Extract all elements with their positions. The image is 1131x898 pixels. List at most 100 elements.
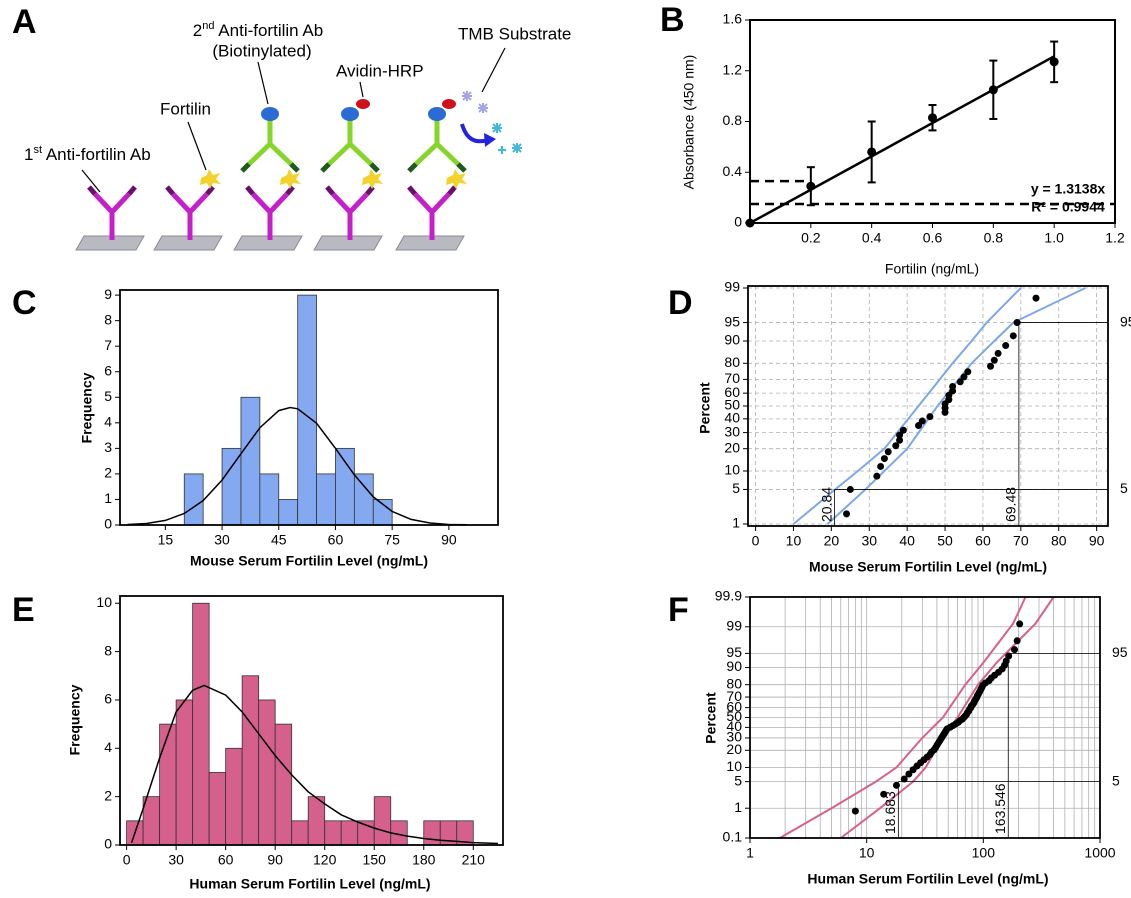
y-tick-label: 5 [732,480,740,496]
avidin-hrp [356,99,370,109]
x-tick-label: 50 [937,533,953,549]
point [994,349,1002,357]
y-tick-label: 30 [724,423,740,439]
y-tick-label: 80 [724,354,740,370]
y-tick-label: 4 [104,414,112,430]
y-tick-label: 6 [104,362,112,378]
point [988,85,998,95]
x-tick-label: 0.8 [984,230,1004,246]
bar [192,602,210,846]
panel-label: F [668,591,689,629]
plot-frame [749,19,1116,224]
x-tick-label: 30 [861,533,877,549]
point [960,373,968,381]
fit-line [749,55,1055,225]
bar [291,820,309,846]
x-tick-label: 15 [158,532,174,548]
y-tick-label: 0 [104,836,112,852]
bar [208,772,227,846]
annotation: R² = 0.9944 [1031,199,1105,215]
y-tick-label: 1.6 [723,11,743,27]
y-tick-label: 0.1 [723,829,743,845]
y-tick-label: 90 [726,658,742,674]
y-tick-label: 5 [104,388,112,404]
point [880,455,888,463]
y-tick-label: 99 [724,279,740,295]
y-tick-label: 90 [724,332,740,348]
y-tick-label: 30 [726,729,742,745]
bar [278,499,299,526]
panel-label: D [668,284,693,322]
y-axis-label: Frequency [79,372,95,443]
y-tick-label: 70 [724,370,740,386]
point [928,113,937,123]
point [964,368,972,376]
y-tick-label: 9 [104,286,112,302]
x-tick-label: 0 [123,852,131,868]
y-tick-label: 10 [96,594,112,610]
point [899,426,907,434]
x-tick-label: 70 [1013,533,1029,549]
bar [324,820,342,846]
point [877,462,885,470]
point [987,362,995,370]
y-tick-label: 60 [726,698,742,714]
panel-label: A [12,3,37,41]
y-tick-label: 40 [726,718,742,734]
x-tick-label: 60 [218,852,234,868]
y-tick-label: 95 [726,644,742,660]
point [892,442,900,450]
label: (Biotinylated) [212,41,311,60]
label: 1st Anti-fortilin Ab [24,144,151,165]
point [1005,652,1013,660]
x-tick-label: 1.2 [1105,230,1125,246]
bar [307,796,326,846]
confidence-band [779,596,1027,839]
y-tick-label: 8 [104,311,112,327]
x-tick-label: 90 [267,852,283,868]
bar [373,796,392,846]
x-tick-label: 45 [271,532,287,548]
y-tick-label: 2 [104,787,112,803]
y-tick-label: 1 [732,515,740,531]
y-tick-label: 50 [724,397,740,413]
bar [183,473,204,526]
panel-label: C [12,284,37,322]
x-tick-label: 30 [168,852,184,868]
x-tick-label: 60 [975,533,991,549]
reference-label: 5 [1120,480,1128,496]
y-tick-label: 0 [734,214,742,230]
panel-label: E [12,591,35,629]
x-axis-label: Mouse Serum Fortilin Level (ng/mL) [190,553,428,569]
point [990,356,998,364]
annotation: y = 1.3138x [1031,181,1106,197]
reference-label: 5 [1112,772,1120,788]
x-tick-label: 120 [313,852,337,868]
point [1009,332,1017,340]
bar [259,473,280,526]
x-tick-label: 180 [412,852,436,868]
arrow-head [484,133,496,147]
y-tick-label: 20 [724,439,740,455]
plot-frame [119,289,499,526]
reference-value: 69.48 [1003,487,1019,522]
x-tick-label: 20 [824,533,840,549]
reference-value: 20.84 [818,487,834,522]
bar [225,747,243,846]
point [846,485,854,493]
y-tick-label: 95 [724,313,740,329]
y-tick-label: 3 [104,439,112,455]
confidence-band [792,287,1022,525]
x-tick-label: 90 [441,532,457,548]
y-tick-label: 50 [726,708,742,724]
y-tick-label: 10 [724,462,740,478]
point [949,382,957,390]
x-axis-label: Human Serum Fortilin Level (ng/mL) [189,876,430,892]
bar [175,699,194,846]
point [900,775,908,783]
point [806,181,816,191]
bar [353,473,374,526]
plot-frame [749,596,1101,839]
x-tick-label: 10 [786,533,802,549]
bar [340,820,359,846]
